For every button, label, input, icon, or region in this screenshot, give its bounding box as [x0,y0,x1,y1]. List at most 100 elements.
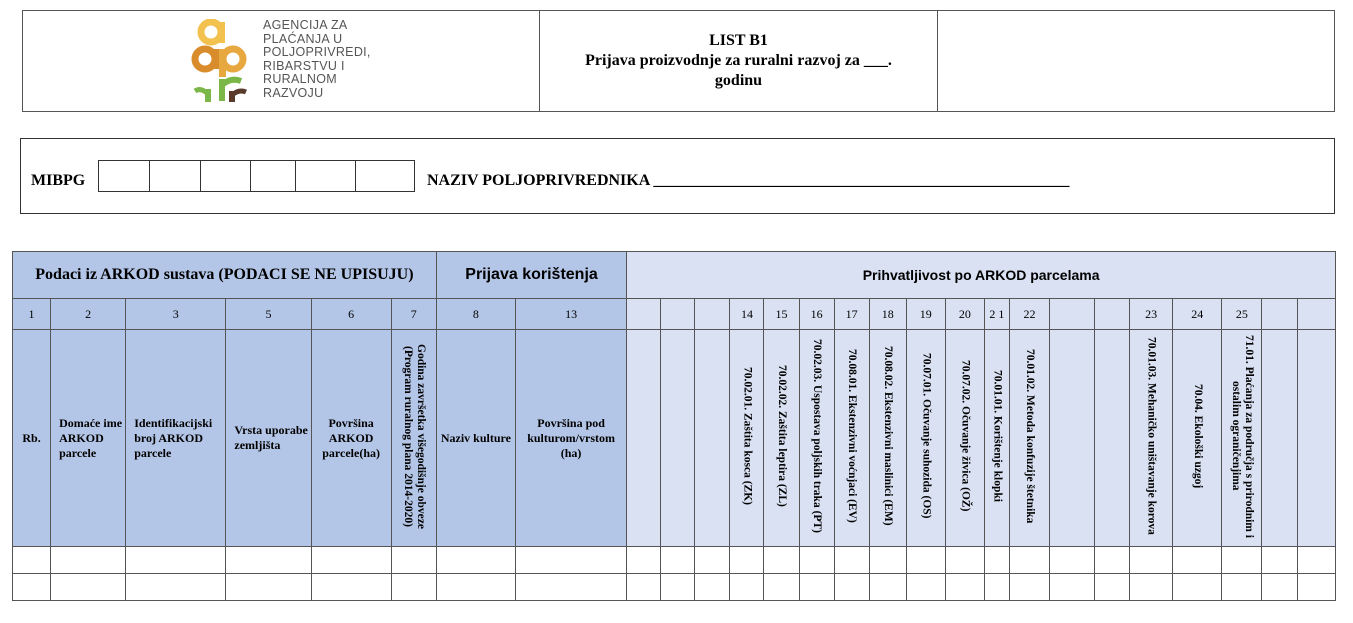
column-number: 24 [1172,298,1223,330]
table-cell[interactable] [729,546,765,574]
table-cell[interactable] [514,573,628,601]
mibpg-digit-box[interactable] [201,161,251,191]
table-cell[interactable] [1094,546,1131,574]
column-header: 70.02.01. Zaštita kosca (ZK) [729,329,765,547]
table-cell[interactable] [868,546,907,574]
naziv-poljoprivrednika-field[interactable]: NAZIV POLJOPRIVREDNIKA _________________… [427,172,1070,189]
column-header-label: 70.07.01. Očuvanje suhozida (OS) [920,353,933,519]
column-number: 15 [763,298,800,330]
table-cell[interactable] [310,546,392,574]
table-cell[interactable] [125,573,227,601]
column-number: 16 [798,298,835,330]
column-header: Rb. [11,329,52,547]
table-cell[interactable] [833,546,870,574]
column-header: 70.08.01. Ekstenzivni voćnjaci (EV) [833,329,870,547]
table-cell[interactable] [310,573,392,601]
table-cell[interactable] [125,546,227,574]
logo-line: RIBARSTVU I [263,58,345,73]
column-number [626,298,662,330]
group-prihvatljivost-header: Prihvatljivost po ARKOD parcelama [626,251,1336,299]
table-cell[interactable] [763,546,800,574]
column-number: 2 [50,298,127,330]
column-header [1297,329,1336,547]
table-cell[interactable] [1129,546,1174,574]
mibpg-digit-box[interactable] [356,161,414,191]
column-number [1094,298,1131,330]
table-cell[interactable] [1172,573,1223,601]
table-cell[interactable] [983,546,1010,574]
table-cell[interactable] [694,573,731,601]
column-header-label: 70.02.03. Uspostava poljskih traka (PT) [811,339,824,533]
column-number [1048,298,1096,330]
table-cell[interactable] [1172,546,1223,574]
table-cell[interactable] [390,546,437,574]
table-cell[interactable] [1048,546,1096,574]
table-cell[interactable] [868,573,907,601]
table-cell[interactable] [390,573,437,601]
table-cell[interactable] [11,546,52,574]
column-number: 7 [390,298,437,330]
table-cell[interactable] [905,573,946,601]
group-arkod-header: Podaci iz ARKOD sustava (PODACI SE NE UP… [12,251,437,299]
logo-line: RAZVOJU [263,85,324,100]
table-cell[interactable] [763,573,800,601]
table-cell[interactable] [944,573,985,601]
column-header: 71.01. Plaćanja za područja s prirodnim … [1221,329,1263,547]
table-cell[interactable] [50,573,127,601]
column-number [660,298,696,330]
empty-header-cell [938,11,1334,111]
table-cell[interactable] [225,546,312,574]
column-number: 3 [125,298,227,330]
mibpg-digit-box[interactable] [150,161,201,191]
table-cell[interactable] [944,546,985,574]
table-cell[interactable] [50,546,127,574]
table-cell[interactable] [1297,546,1336,574]
table-cell[interactable] [1008,546,1051,574]
table-cell[interactable] [225,573,312,601]
mibpg-input-boxes[interactable] [98,160,415,192]
column-number: 18 [868,298,907,330]
column-number: 6 [310,298,392,330]
column-header-label: Naziv kulture [440,430,511,445]
table-cell[interactable] [1297,573,1336,601]
table-cell[interactable] [798,573,835,601]
table-cell[interactable] [1008,573,1051,601]
table-cell[interactable] [1221,546,1263,574]
table-cell[interactable] [626,573,662,601]
logo-line: RURALNOM [263,72,337,86]
table-cell[interactable] [1221,573,1263,601]
column-number: 19 [905,298,946,330]
table-cell[interactable] [11,573,52,601]
mibpg-digit-box[interactable] [296,161,356,191]
table-cell[interactable] [514,546,628,574]
column-number [1261,298,1299,330]
table-cell[interactable] [1129,573,1174,601]
table-cell[interactable] [1094,573,1131,601]
column-number: 23 [1129,298,1174,330]
mibpg-digit-box[interactable] [251,161,296,191]
table-cell[interactable] [1261,573,1299,601]
column-number: 1 [11,298,52,330]
table-cell[interactable] [905,546,946,574]
table-cell[interactable] [1048,573,1096,601]
table-cell[interactable] [729,573,765,601]
table-cell[interactable] [983,573,1010,601]
farmer-info-box: MIBPG NAZIV POLJOPRIVREDNIKA ___________… [20,138,1335,214]
table-cell[interactable] [435,573,516,601]
table-cell[interactable] [694,546,731,574]
table-cell[interactable] [1261,546,1299,574]
table-cell[interactable] [833,573,870,601]
column-header: 70.04. Ekološki uzgoj [1172,329,1223,547]
mibpg-label: MIBPG [31,172,86,189]
column-number: 22 [1008,298,1051,330]
column-header [1048,329,1096,547]
table-cell[interactable] [435,546,516,574]
table-cell[interactable] [798,546,835,574]
form-header: AGENCIJA ZA PLAĆANJA U POLJOPRIVREDI, RI… [22,10,1335,112]
column-header [1094,329,1131,547]
table-cell[interactable] [660,546,696,574]
column-header-label: 70.01.02. Metoda konfuzije štetnika [1023,348,1036,524]
table-cell[interactable] [626,546,662,574]
mibpg-digit-box[interactable] [99,161,150,191]
table-cell[interactable] [660,573,696,601]
